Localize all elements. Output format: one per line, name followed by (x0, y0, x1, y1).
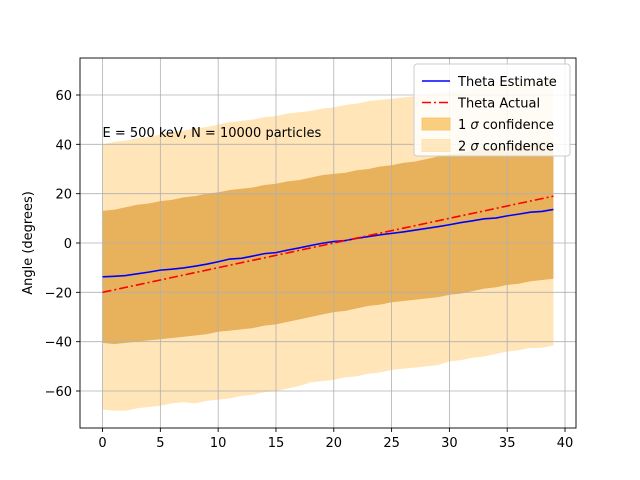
legend-label-theta-actual: Theta Actual (457, 97, 540, 112)
legend: Theta Estimate Theta Actual 1 σ confidence… (413, 63, 571, 157)
x-tick-label: 5 (156, 436, 164, 451)
x-tick-label: 20 (326, 436, 343, 451)
x-tick-label: 10 (210, 436, 227, 451)
legend-swatch-2-confidence (421, 139, 451, 152)
y-axis-label: Angle (degrees) (21, 191, 36, 295)
legend-label-1-confidence: 1 σ confidence (458, 118, 554, 133)
annotation-text: E = 500 keV, N = 10000 particles (103, 126, 322, 141)
series-line-theta-estimate (102, 208, 554, 278)
plot-area (80, 58, 576, 428)
x-tick-label: 15 (268, 436, 285, 451)
x-tick-label: 0 (98, 436, 106, 451)
x-tick-label: 30 (441, 436, 458, 451)
y-tick-label: −20 (45, 286, 72, 301)
y-tick-label: 60 (55, 89, 72, 104)
legend-swatch-1-confidence (421, 117, 451, 131)
x-tick-label: 25 (383, 436, 400, 451)
y-tick-label: 20 (55, 188, 72, 203)
y-tick-label: 40 (55, 138, 72, 153)
x-tick-label: 35 (499, 436, 516, 451)
legend-label-2-confidence: 2 σ confidence (458, 140, 554, 155)
y-tick-label: −40 (45, 336, 72, 351)
y-tick-label: 0 (64, 237, 72, 252)
series-line-theta-actual (102, 195, 554, 294)
legend-label-theta-estimate: Theta Estimate (457, 75, 557, 90)
y-tick-label: −60 (45, 385, 72, 400)
legend-box (413, 63, 571, 157)
x-tick-label: 40 (557, 436, 574, 451)
